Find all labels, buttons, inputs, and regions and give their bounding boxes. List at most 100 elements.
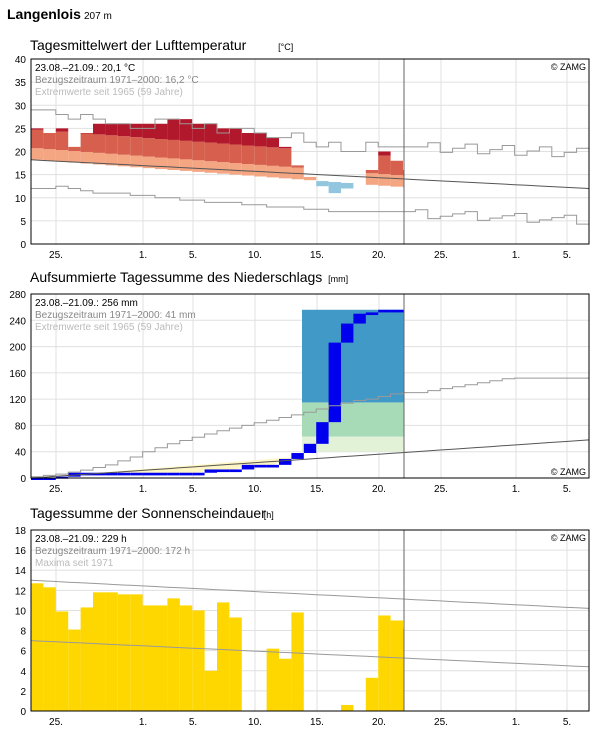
x-tick-label: 15.	[310, 717, 324, 728]
temp-bar	[266, 137, 279, 148]
y-tick-label: 120	[9, 395, 26, 406]
normal-line	[30, 640, 590, 668]
y-tick-label: 40	[15, 55, 27, 66]
chart-title: Aufsummierte Tagessumme des Niederschlag…	[30, 269, 322, 285]
temp-bar	[105, 123, 118, 136]
sun-bar	[55, 611, 69, 711]
sun-bar	[142, 605, 155, 711]
x-tick-label: 10.	[248, 484, 262, 495]
x-tick-label: 25.	[49, 717, 63, 728]
temp-bar	[192, 123, 205, 142]
x-tick-label: 20.	[372, 717, 386, 728]
y-tick-label: 15	[15, 171, 27, 182]
y-tick-label: 200	[9, 343, 26, 354]
reference-value: Bezugszeitraum 1971–2000: 41 mm	[35, 310, 196, 321]
temp-bar	[130, 155, 143, 168]
sun-bar	[68, 629, 81, 711]
temp-bar	[142, 156, 155, 169]
x-tick-label: 25.	[434, 717, 448, 728]
chart-title: Tagesmittelwert der Lufttemperatur	[30, 37, 247, 53]
precip-deficit	[31, 457, 292, 478]
precip-step	[31, 478, 44, 480]
reference-value: Bezugszeitraum 1971–2000: 16,2 °C	[35, 75, 199, 86]
temp-bar	[80, 133, 93, 152]
temp-bar	[31, 128, 44, 130]
max-extreme-line	[31, 109, 589, 158]
y-tick-label: 30	[15, 101, 27, 112]
temp-bar	[266, 147, 279, 166]
precip-step	[365, 312, 379, 316]
y-tick-label: 80	[15, 421, 27, 432]
temp-bar	[43, 149, 56, 161]
sun-bar	[204, 670, 217, 711]
y-tick-label: 160	[9, 369, 26, 380]
temp-bar	[105, 153, 118, 166]
reference-value: Bezugszeitraum 1971–2000: 172 h	[35, 546, 190, 557]
x-tick-label: 5.	[189, 484, 197, 495]
precip-step	[254, 464, 267, 468]
temp-bar	[390, 160, 403, 176]
extremes-note: Extremwerte seit 1965 (59 Jahre)	[35, 87, 183, 98]
chart-unit: [h]	[264, 510, 274, 520]
chart-unit: [mm]	[328, 274, 348, 284]
x-tick-label: 1.	[512, 717, 520, 728]
sun-bar	[266, 648, 279, 711]
x-tick-label: 5.	[563, 250, 571, 261]
chart-unit: [°C]	[278, 42, 293, 52]
chart-title: Tagessumme der Sonnenscheindauer	[30, 505, 266, 521]
temp-bar	[155, 157, 168, 170]
credit: © ZAMG	[551, 62, 586, 72]
x-tick-label: 5.	[189, 717, 197, 728]
y-tick-label: 10	[15, 194, 27, 205]
sun-bar	[130, 594, 143, 711]
x-tick-label: 5.	[189, 250, 197, 261]
temp-bar	[105, 135, 118, 154]
precip-step	[167, 472, 180, 476]
temp-bar	[93, 123, 106, 135]
temp-bar	[328, 182, 341, 194]
credit: © ZAMG	[551, 467, 586, 477]
temp-bar	[390, 175, 403, 187]
y-tick-label: 5	[20, 217, 26, 228]
temp-bar	[142, 138, 155, 157]
y-tick-label: 4	[20, 667, 26, 678]
sun-bar	[80, 607, 93, 711]
precip-step	[291, 453, 304, 459]
min-extreme-line	[31, 185, 589, 225]
sun-bar	[117, 594, 131, 711]
sun-bar	[291, 612, 304, 711]
y-tick-label: 25	[15, 124, 27, 135]
plot-frame	[30, 529, 590, 712]
temp-bar	[217, 143, 230, 163]
y-tick-label: 35	[15, 78, 27, 89]
precip-step	[105, 472, 118, 476]
temp-bar	[241, 145, 255, 164]
y-tick-label: 6	[20, 647, 26, 658]
temp-bar	[204, 161, 217, 173]
sun-bar	[279, 658, 292, 711]
temp-bar	[130, 123, 143, 138]
precip-step	[142, 472, 155, 476]
precip-step	[217, 469, 230, 473]
precip-step	[117, 472, 131, 476]
sun-bar	[167, 598, 180, 711]
y-tick-label: 14	[15, 566, 27, 577]
temp-bar	[167, 119, 180, 140]
temp-bar	[55, 150, 69, 162]
temp-bar	[241, 133, 255, 146]
precip-step	[155, 472, 168, 476]
x-tick-label: 15.	[310, 484, 324, 495]
temp-bar	[279, 148, 292, 167]
temp-bar	[279, 146, 292, 149]
sun-bar	[93, 592, 106, 711]
temp-bar	[93, 152, 106, 165]
precip-step	[328, 342, 341, 423]
precip-step	[353, 313, 366, 324]
temp-bar	[117, 123, 131, 137]
x-tick-label: 25.	[49, 250, 63, 261]
y-tick-label: 0	[20, 707, 26, 718]
precip-step	[204, 469, 217, 473]
temp-bar	[204, 142, 217, 162]
y-tick-label: 0	[20, 474, 26, 485]
